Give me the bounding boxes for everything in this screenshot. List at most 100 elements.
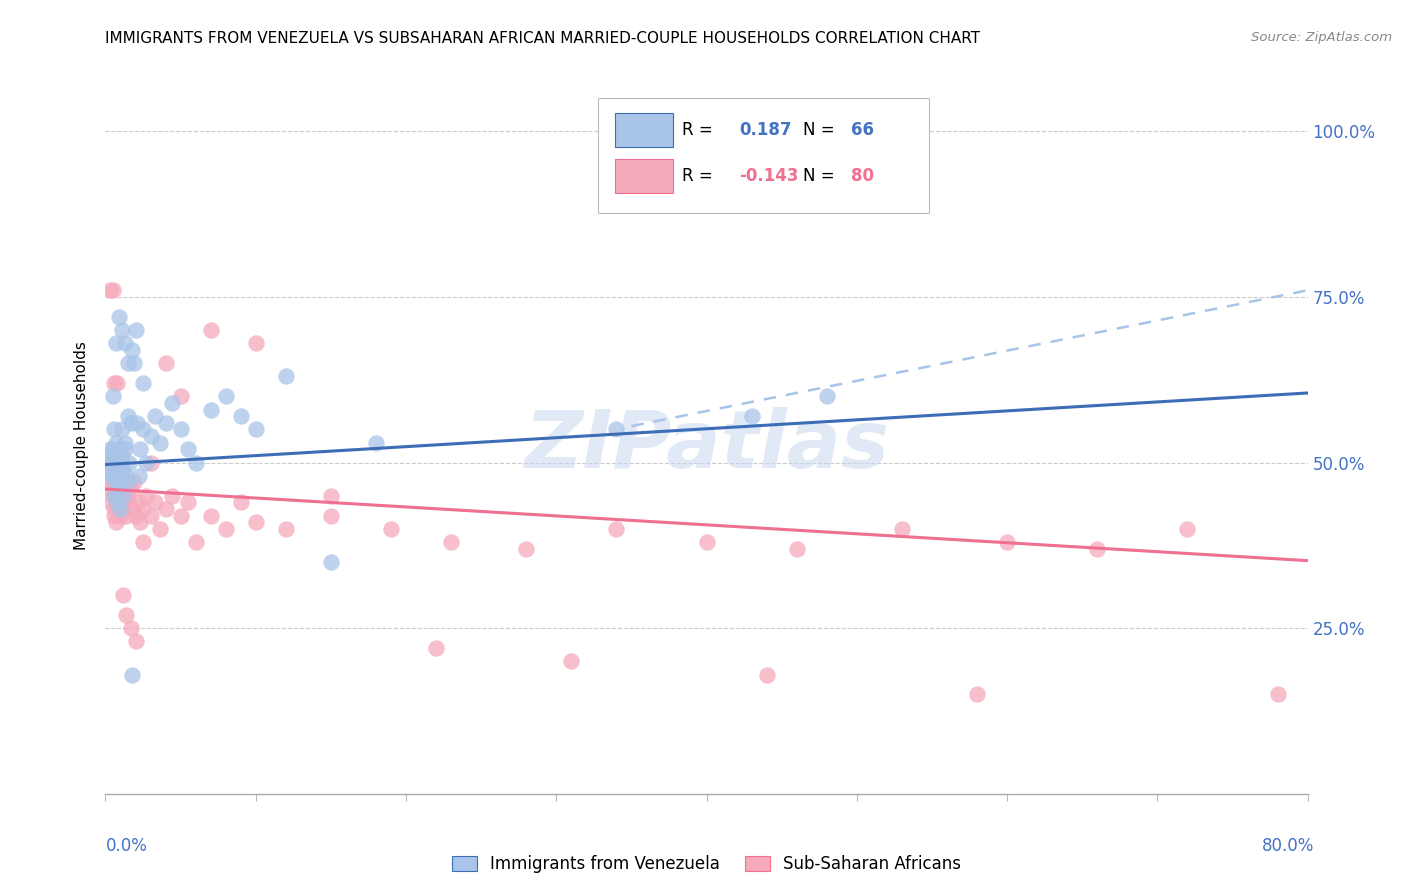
Text: IMMIGRANTS FROM VENEZUELA VS SUBSAHARAN AFRICAN MARRIED-COUPLE HOUSEHOLDS CORREL: IMMIGRANTS FROM VENEZUELA VS SUBSAHARAN … [105,31,980,46]
Point [104,515,127,529]
Point [148,522,170,536]
Point [107,482,129,496]
Point [110,475,132,490]
Point [184,535,207,549]
Text: -0.143: -0.143 [740,167,799,185]
Point [124,323,146,337]
Point [1085,541,1108,556]
Point [148,435,170,450]
Point [114,442,136,457]
Point [108,442,131,457]
Point [110,456,132,470]
Point [112,495,135,509]
Point [786,541,808,556]
Point [103,456,125,470]
Point [114,435,136,450]
Point [98,283,121,297]
Point [274,522,297,536]
Point [1267,688,1289,702]
Point [121,502,143,516]
Point [115,607,138,622]
Point [132,376,155,390]
Point [101,468,124,483]
Point [995,535,1018,549]
Point [605,422,627,436]
Point [200,323,222,337]
Point [100,449,122,463]
Text: ZIPatlas: ZIPatlas [524,407,889,485]
Point [100,495,122,509]
Point [108,468,131,483]
Point [118,495,141,509]
Text: 0.187: 0.187 [740,121,792,139]
Point [155,416,177,430]
Point [120,482,142,496]
Text: R =: R = [682,121,718,139]
FancyBboxPatch shape [616,113,673,147]
Point [177,442,200,457]
Point [135,456,157,470]
Point [101,283,124,297]
Point [143,495,166,509]
Point [117,489,139,503]
Point [112,502,135,516]
Point [117,475,139,490]
FancyBboxPatch shape [616,160,673,193]
Point [107,376,129,390]
Point [101,468,124,483]
Point [111,422,134,436]
Point [155,356,177,370]
Point [696,535,718,549]
Point [112,462,135,476]
Point [110,508,132,523]
Point [103,508,125,523]
Point [110,468,132,483]
Point [139,429,162,443]
Point [129,515,152,529]
Point [132,502,155,516]
Point [101,442,124,457]
Point [169,422,191,436]
Point [108,502,131,516]
Point [184,456,207,470]
Point [115,508,138,523]
Point [98,442,121,457]
Text: 80.0%: 80.0% [1263,837,1315,855]
Point [966,688,988,702]
Legend: Immigrants from Venezuela, Sub-Saharan Africans: Immigrants from Venezuela, Sub-Saharan A… [446,848,967,880]
Text: 66: 66 [851,121,873,139]
Point [103,376,125,390]
Point [107,495,129,509]
Text: R =: R = [682,167,718,185]
Point [124,634,146,648]
Point [114,475,136,490]
Point [319,489,342,503]
Point [274,369,297,384]
Point [129,442,152,457]
Point [122,475,145,490]
Point [101,489,124,503]
Point [104,435,127,450]
Point [112,588,135,602]
Point [111,462,134,476]
Point [97,462,120,476]
Text: N =: N = [803,121,839,139]
Point [108,482,131,496]
Point [440,535,463,549]
Point [128,495,150,509]
Point [132,422,155,436]
Point [319,508,342,523]
Point [104,475,127,490]
Text: 80: 80 [851,167,873,185]
Point [121,667,143,681]
Point [425,641,447,656]
Point [115,468,138,483]
Point [380,522,402,536]
Point [741,409,763,424]
Point [160,396,183,410]
Point [120,416,142,430]
Point [132,535,155,549]
Point [1175,522,1198,536]
Point [890,522,912,536]
Point [103,482,125,496]
